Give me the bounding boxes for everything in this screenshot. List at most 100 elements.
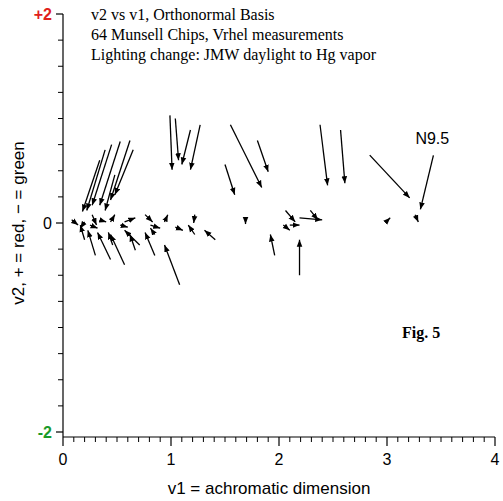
arrow xyxy=(230,125,261,188)
arrow xyxy=(150,225,160,228)
arrow xyxy=(190,125,200,170)
x-minor-tick xyxy=(311,437,312,442)
x-minor-tick xyxy=(246,437,247,442)
x-minor-tick xyxy=(127,437,128,442)
arrow xyxy=(204,230,215,239)
arrow xyxy=(111,234,125,264)
arrow xyxy=(100,141,121,205)
y-axis xyxy=(62,14,63,437)
x-minor-tick xyxy=(376,437,377,442)
y-tick-label: +2 xyxy=(34,6,52,23)
x-minor-tick xyxy=(473,437,474,442)
arrow xyxy=(188,225,194,234)
arrow xyxy=(92,215,96,225)
annotation: N9.5 xyxy=(415,130,449,147)
x-tick xyxy=(62,437,63,446)
y-minor-tick xyxy=(58,327,63,328)
x-minor-tick xyxy=(106,437,107,442)
x-tick xyxy=(494,437,495,446)
y-minor-tick xyxy=(58,196,63,197)
y-minor-tick xyxy=(58,144,63,145)
arrow xyxy=(98,232,111,259)
arrow xyxy=(111,215,115,222)
x-tick-label: 2 xyxy=(275,451,284,468)
arrow xyxy=(290,224,300,225)
arrow xyxy=(194,215,195,223)
x-minor-tick xyxy=(160,437,161,442)
x-minor-tick xyxy=(365,437,366,442)
arrow xyxy=(175,119,178,161)
x-minor-tick xyxy=(322,437,323,442)
x-minor-tick xyxy=(268,437,269,442)
annotation-arrow xyxy=(420,155,433,209)
arrow xyxy=(87,150,105,211)
chart: 01234-20+2v1 = achromatic dimensionv2, +… xyxy=(0,0,503,501)
y-minor-tick xyxy=(58,170,63,171)
arrow xyxy=(257,140,268,171)
figure-label: Fig. 5 xyxy=(402,324,440,342)
arrow xyxy=(299,240,300,276)
y-minor-tick xyxy=(58,249,63,250)
x-minor-tick xyxy=(289,437,290,442)
arrow xyxy=(283,225,289,230)
x-tick xyxy=(170,437,171,446)
x-minor-tick xyxy=(343,437,344,442)
x-minor-tick xyxy=(333,437,334,442)
arrow xyxy=(270,234,274,255)
arrow xyxy=(105,175,115,211)
x-tick-label: 0 xyxy=(59,451,68,468)
x-minor-tick xyxy=(84,437,85,442)
y-axis-label: v2, + = red, − = green xyxy=(9,141,28,305)
x-minor-tick xyxy=(300,437,301,442)
y-tick xyxy=(56,431,63,432)
arrow xyxy=(245,220,246,224)
y-minor-tick xyxy=(58,118,63,119)
y-tick xyxy=(56,222,63,223)
x-tick-label: 1 xyxy=(167,451,176,468)
x-tick xyxy=(278,437,279,446)
x-minor-tick xyxy=(203,437,204,442)
y-minor-tick xyxy=(58,40,63,41)
x-minor-tick xyxy=(430,437,431,442)
x-minor-tick xyxy=(257,437,258,442)
x-minor-tick xyxy=(451,437,452,442)
arrow xyxy=(80,225,84,240)
arrow xyxy=(111,140,130,200)
arrow xyxy=(100,220,106,222)
x-tick-label: 4 xyxy=(491,451,500,468)
arrows xyxy=(72,115,419,284)
arrow xyxy=(225,164,235,194)
arrow xyxy=(182,130,191,164)
arrow xyxy=(415,215,418,222)
y-minor-tick xyxy=(58,92,63,93)
x-minor-tick xyxy=(95,437,96,442)
x-minor-tick xyxy=(225,437,226,442)
x-tick-label: 3 xyxy=(383,451,392,468)
x-minor-tick xyxy=(149,437,150,442)
arrow xyxy=(165,245,180,285)
x-minor-tick xyxy=(192,437,193,442)
arrow xyxy=(130,234,135,250)
y-minor-tick xyxy=(58,379,63,380)
arrow xyxy=(341,130,345,183)
arrow xyxy=(175,227,183,230)
x-minor-tick xyxy=(462,437,463,442)
y-minor-tick xyxy=(58,301,63,302)
x-minor-tick xyxy=(419,437,420,442)
arrow xyxy=(370,155,410,198)
x-minor-tick xyxy=(214,437,215,442)
x-minor-tick xyxy=(441,437,442,442)
x-minor-tick xyxy=(181,437,182,442)
arrow xyxy=(388,218,390,220)
arrow xyxy=(72,220,78,225)
y-tick-label: 0 xyxy=(43,215,52,232)
arrow xyxy=(120,225,128,227)
title: v2 vs v1, Orthonormal Basis xyxy=(91,6,275,23)
x-minor-tick xyxy=(408,437,409,442)
arrow xyxy=(90,225,98,228)
arrow xyxy=(300,218,323,220)
arrow xyxy=(82,160,99,211)
x-tick xyxy=(386,437,387,446)
x-axis-label: v1 = achromatic dimension xyxy=(168,479,371,498)
arrow xyxy=(150,228,154,234)
